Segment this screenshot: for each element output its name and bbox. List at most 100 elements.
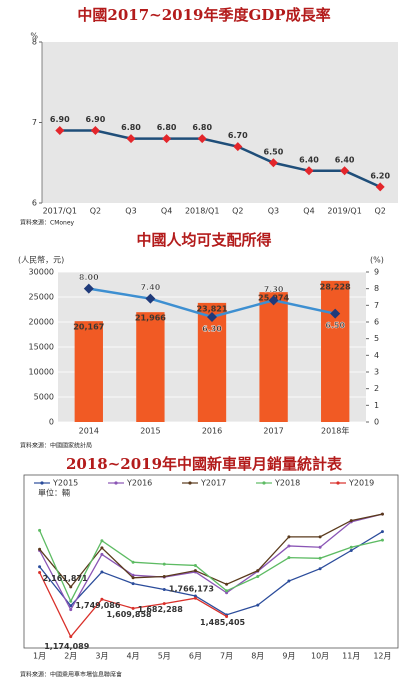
plot-area [23, 474, 399, 649]
data-label: 20,167 [73, 323, 104, 332]
marker [380, 512, 384, 516]
marker [69, 599, 73, 603]
x-tick-label: 2017 [263, 427, 283, 436]
marker [287, 535, 291, 539]
source: 資料來源：CMoney [20, 219, 75, 227]
data-label: 1,766,173 [169, 585, 214, 594]
data-label: 6.30 [202, 325, 222, 334]
marker [38, 565, 42, 569]
x-tick-label: 3月 [95, 652, 108, 661]
data-label: 6.50 [264, 147, 284, 156]
marker [193, 596, 197, 600]
data-label: 1,682,288 [138, 605, 183, 614]
data-label: 23,821 [197, 304, 228, 313]
marker [375, 182, 385, 192]
data-label: 21,966 [135, 314, 166, 323]
x-tick-label: Q4 [303, 207, 314, 216]
marker [225, 614, 229, 618]
data-label: 2,161,871 [43, 574, 88, 583]
marker [145, 293, 156, 304]
marker [100, 546, 104, 550]
x-tick-label: 2月 [64, 652, 77, 661]
marker [318, 567, 322, 571]
marker [318, 545, 322, 549]
y-tick-label: 25000 [29, 293, 54, 302]
marker [256, 575, 260, 578]
data-label: 6.80 [192, 123, 212, 132]
x-tick-label: 5月 [158, 652, 171, 661]
marker [131, 576, 135, 580]
bar [74, 321, 103, 422]
data-label: 28,228 [320, 282, 351, 291]
marker [69, 608, 73, 612]
x-tick-label: Q3 [125, 207, 136, 216]
marker [349, 519, 353, 523]
x-tick-label: 11月 [342, 652, 360, 661]
marker [268, 158, 278, 168]
marker [162, 134, 172, 144]
marker [287, 544, 291, 548]
y2-tick-label: 2 [374, 384, 379, 393]
marker [162, 602, 166, 606]
data-label: 6.20 [370, 171, 390, 180]
y-tick-label: 8 [32, 38, 37, 47]
marker [38, 547, 42, 551]
x-tick-label: 10月 [311, 652, 329, 661]
line [38, 530, 383, 603]
marker [330, 308, 341, 319]
marker [69, 585, 73, 589]
marker [69, 604, 73, 608]
marker [349, 545, 353, 549]
data-label: 6.50 [325, 321, 345, 330]
marker [304, 166, 314, 176]
x-tick-label: Q3 [268, 207, 279, 216]
legend-marker [188, 481, 192, 485]
marker [287, 579, 291, 583]
legend-marker [336, 481, 340, 485]
marker [225, 589, 229, 593]
marker [162, 562, 166, 566]
marker [131, 606, 135, 610]
line [59, 129, 381, 189]
data-label: 7.40 [141, 283, 161, 292]
y2-tick-label: 8 [374, 284, 379, 293]
x-tick-label: Q4 [161, 207, 172, 216]
data-label: 6.90 [50, 115, 70, 124]
marker [380, 538, 384, 542]
data-label: 8.00 [79, 273, 99, 282]
marker [193, 569, 197, 573]
y-axis-label: % [30, 32, 38, 41]
x-tick-label: 6月 [189, 652, 202, 661]
legend-marker [114, 481, 118, 485]
chart-title: 2018~2019年中國新車單月銷量統計表 [66, 455, 343, 473]
data-label: 6.40 [335, 155, 355, 164]
y2-tick-label: 7 [374, 301, 379, 310]
bar [136, 312, 165, 422]
marker [268, 295, 279, 306]
data-label: 6.80 [157, 123, 177, 132]
data-label: 1,749,086 [75, 601, 120, 610]
marker [69, 635, 73, 639]
x-tick-label: 12月 [373, 652, 391, 661]
data-label: 7.30 [264, 285, 284, 294]
marker [233, 142, 243, 152]
marker [225, 582, 229, 586]
marker [349, 549, 353, 552]
x-tick-label: 2017/Q1 [43, 207, 77, 216]
x-tick-label: 9月 [282, 652, 295, 661]
x-tick-label: 4月 [127, 652, 140, 661]
marker [83, 283, 94, 294]
marker [256, 569, 260, 573]
x-tick-label: Q2 [232, 207, 243, 216]
x-tick-label: 8月 [251, 652, 264, 661]
legend-label: Y2015 [52, 479, 78, 488]
marker [197, 134, 207, 144]
y-tick-label: 5000 [34, 393, 54, 402]
y2-tick-label: 6 [374, 318, 379, 327]
data-label: 1,609,858 [107, 610, 152, 619]
marker [287, 556, 291, 560]
marker [100, 597, 104, 601]
chart-title: 中國人均可支配所得 [136, 231, 271, 249]
bar [321, 280, 350, 422]
